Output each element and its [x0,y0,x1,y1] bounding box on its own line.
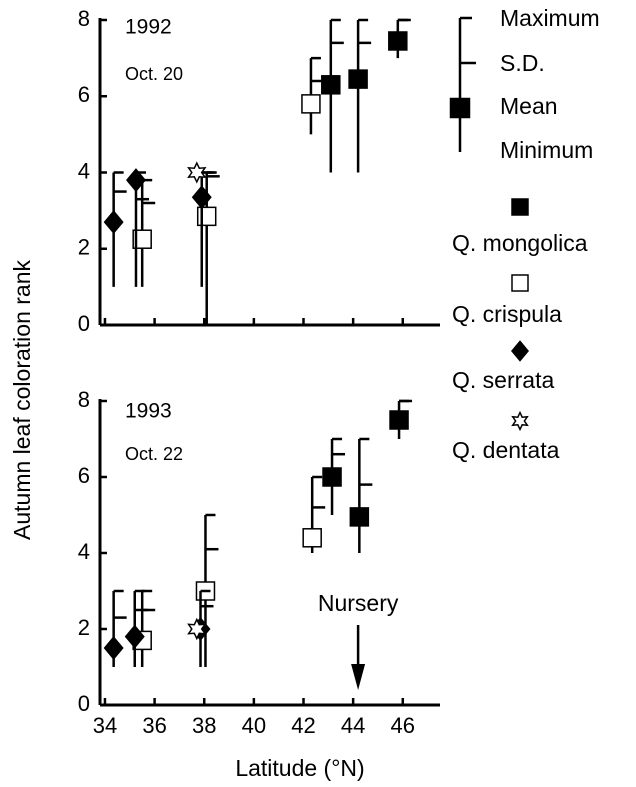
x-tick-label: 40 [242,713,266,738]
year-label: 1992 [125,16,172,39]
marker [322,467,342,487]
marker [187,161,207,184]
legend-label: Q. dentata [452,437,560,463]
x-tick-label: 36 [142,713,166,738]
marker [321,75,341,95]
y-tick-label: 4 [78,539,90,564]
marker [301,94,321,114]
key-label: Maximum [500,5,600,31]
marker [187,617,207,641]
legend-label: Q. mongolica [452,230,588,256]
y-tick-label: 6 [78,463,90,488]
y-tick-label: 0 [78,311,90,336]
marker [103,210,124,235]
marker [302,528,322,548]
year-label: 1993 [125,400,172,423]
y-tick-label: 4 [78,158,90,183]
marker [511,274,529,292]
marker [124,624,145,649]
marker [196,206,217,227]
key-glyph [449,16,476,152]
y-tick-label: 2 [78,615,90,640]
x-tick-label: 44 [341,713,365,738]
marker [511,340,529,362]
arrow-head [351,664,366,690]
x-tick-label: 34 [93,713,117,738]
x-tick-label: 46 [391,713,415,738]
marker [348,69,368,89]
marker [191,185,212,210]
marker [511,198,529,216]
marker [103,636,124,660]
y-tick-label: 2 [78,235,90,260]
y-axis-label: Autumn leaf coloration rank [9,260,35,540]
marker [388,31,408,51]
y-tick-label: 6 [78,82,90,107]
legend-label: Q. crispula [452,301,562,327]
marker [349,507,370,527]
legend-label: Q. serrata [452,367,554,393]
key-label: S.D. [500,50,545,76]
x-tick-label: 42 [291,713,315,738]
marker [126,168,146,193]
date-label: Oct. 22 [125,444,183,464]
x-axis-label: Latitude (°N) [235,755,364,781]
key-label: Minimum [500,137,593,163]
key-label: Mean [500,93,558,119]
marker [511,410,529,432]
y-tick-label: 0 [78,691,90,716]
marker [389,410,409,430]
x-tick-label: 38 [192,713,216,738]
date-label: Oct. 20 [125,64,183,84]
marker [132,229,152,249]
y-tick-label: 8 [78,6,90,31]
arrow-label: Nursery [318,590,399,616]
y-tick-label: 8 [78,387,90,412]
